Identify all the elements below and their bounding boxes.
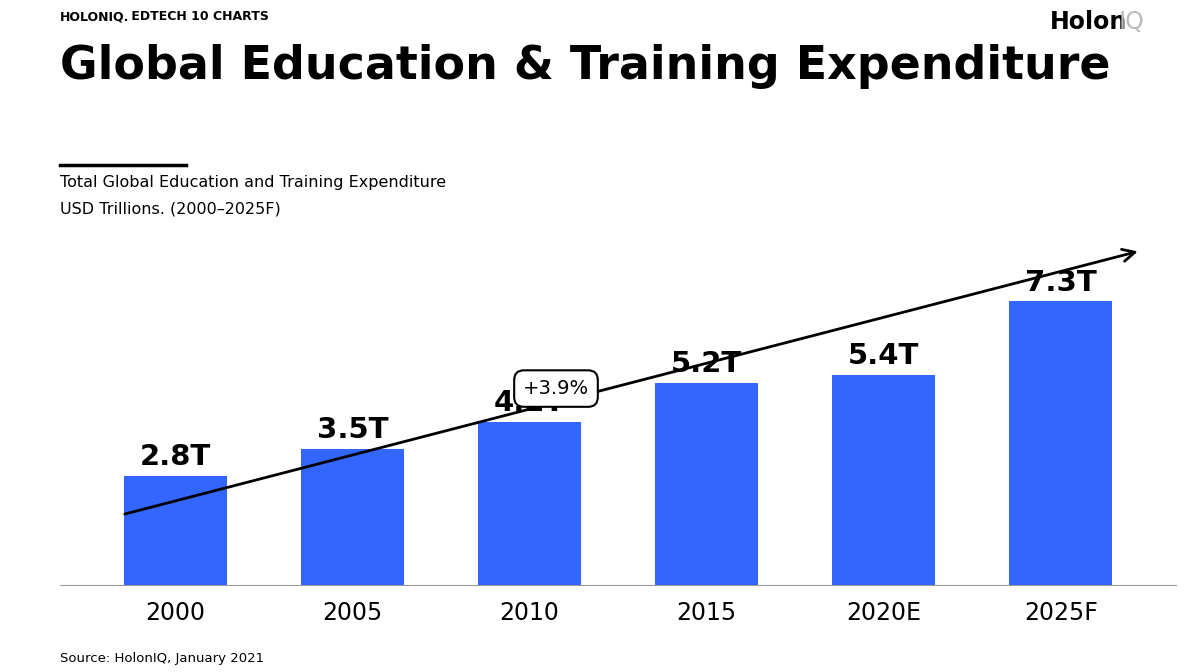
Text: 5.4T: 5.4T [848, 342, 919, 370]
Text: 4.2T: 4.2T [493, 389, 565, 417]
Text: USD Trillions. (2000–2025F): USD Trillions. (2000–2025F) [60, 202, 281, 216]
Text: +3.9%: +3.9% [523, 379, 589, 398]
Text: 3.5T: 3.5T [317, 416, 388, 444]
Text: Total Global Education and Training Expenditure: Total Global Education and Training Expe… [60, 175, 446, 190]
Bar [833, 375, 935, 585]
Text: Global Education & Training Expenditure: Global Education & Training Expenditure [60, 44, 1110, 89]
Bar [1009, 301, 1112, 585]
Bar [124, 476, 227, 585]
Bar [478, 421, 581, 585]
Bar [655, 383, 758, 585]
Bar [301, 449, 403, 585]
Text: Holon: Holon [1050, 10, 1127, 34]
Text: 2.8T: 2.8T [139, 444, 211, 471]
Text: Source: HolonIQ, January 2021: Source: HolonIQ, January 2021 [60, 653, 264, 665]
Text: 5.2T: 5.2T [671, 350, 742, 378]
Text: IQ: IQ [1118, 10, 1145, 34]
Text: HOLONIQ.: HOLONIQ. [60, 10, 130, 23]
Text: EDTECH 10 CHARTS: EDTECH 10 CHARTS [127, 10, 269, 23]
Text: 7.3T: 7.3T [1025, 269, 1097, 296]
